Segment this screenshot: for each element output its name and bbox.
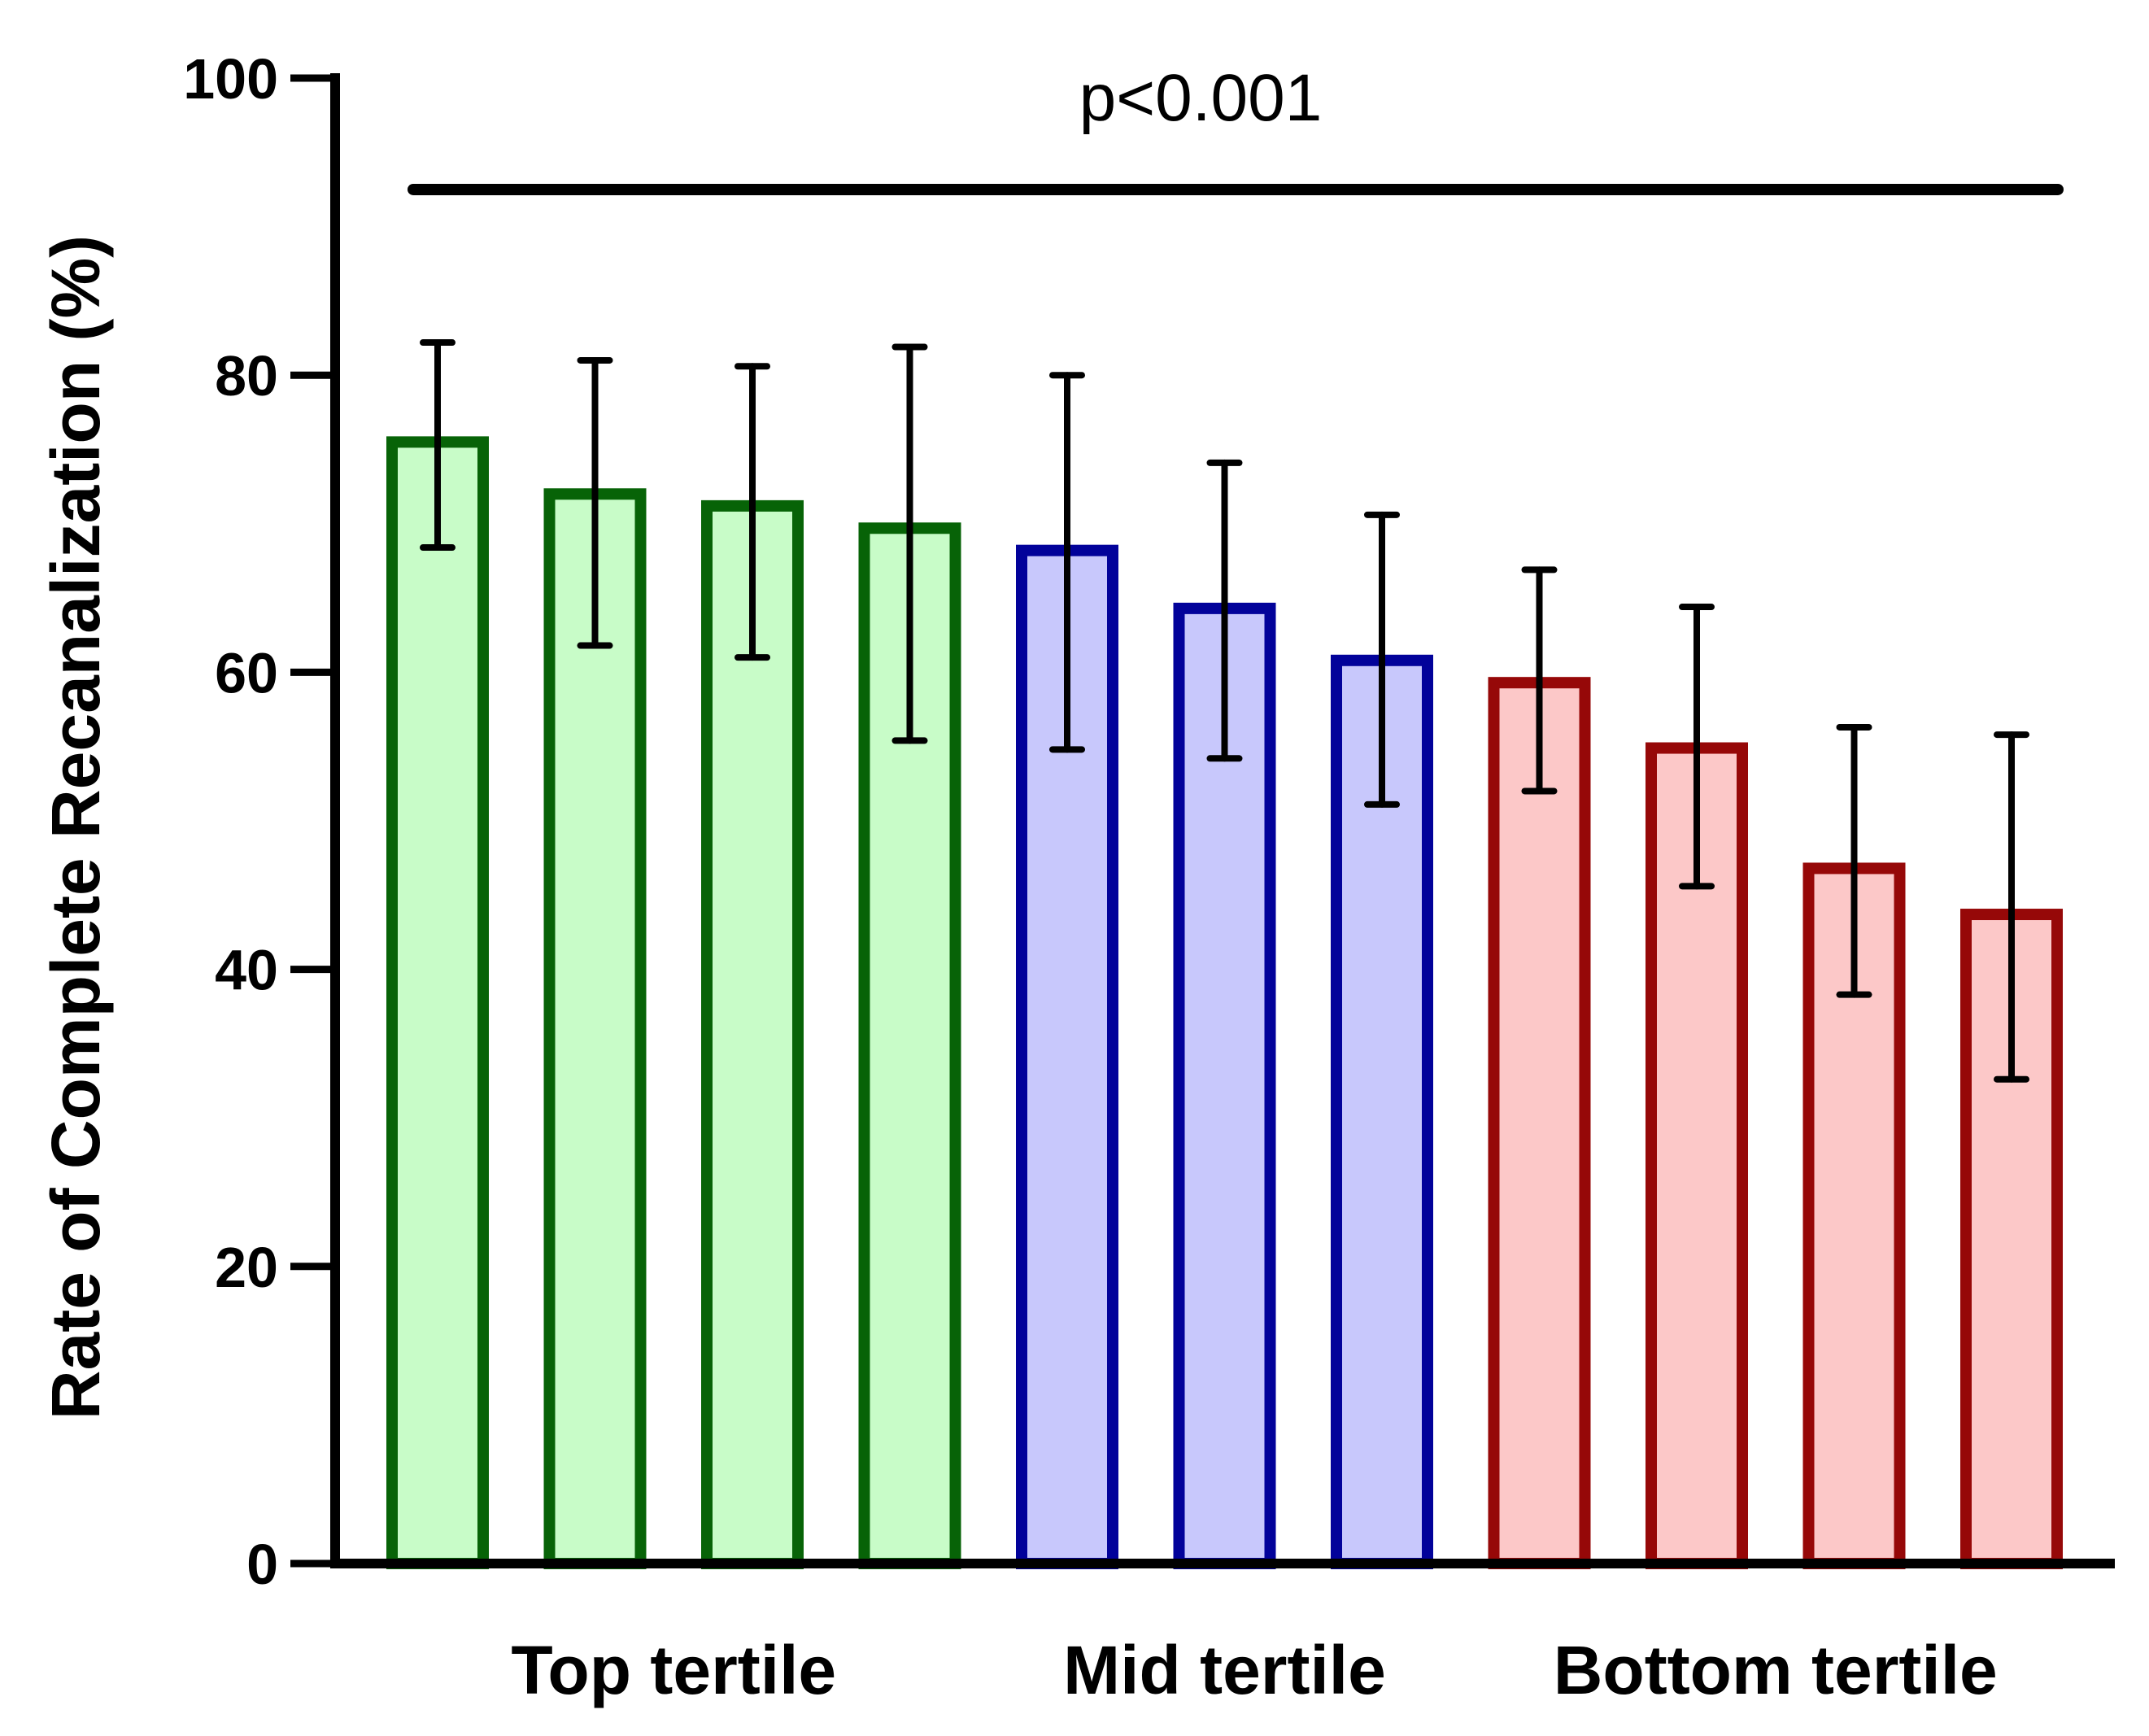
y-tick-label: 20 — [215, 1236, 278, 1299]
y-tick-label: 0 — [246, 1533, 278, 1596]
x-group-label: Bottom tertile — [1554, 1632, 1998, 1708]
y-tick-label: 40 — [215, 939, 278, 1002]
y-tick-label: 80 — [215, 344, 278, 408]
y-axis-title: Rate of Complete Recanalization (%) — [37, 235, 114, 1420]
bar — [386, 436, 489, 1569]
labels-layer: Top tertile Mid tertile Bottom tertile 0 20 4… — [37, 47, 1998, 1708]
p-value-annotation: p<0.001 — [1079, 61, 1323, 135]
bar — [1488, 677, 1591, 1569]
bar — [543, 488, 647, 1569]
y-tick-label: 100 — [183, 47, 278, 111]
x-group-label: Mid tertile — [1063, 1632, 1386, 1708]
y-tick-label: 60 — [215, 641, 278, 704]
bar — [1173, 602, 1276, 1570]
axes-layer — [290, 73, 2115, 1568]
error-bars-layer — [420, 339, 2029, 1083]
bar — [701, 499, 804, 1570]
bar — [858, 522, 961, 1570]
x-group-label: Top tertile — [511, 1632, 836, 1708]
